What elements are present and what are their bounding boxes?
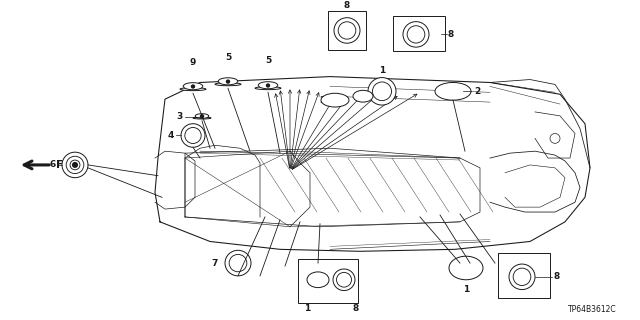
Circle shape	[66, 156, 84, 173]
Text: 1: 1	[304, 304, 310, 313]
Circle shape	[73, 163, 77, 167]
Text: 8: 8	[554, 272, 560, 281]
Circle shape	[334, 18, 360, 43]
Text: 8: 8	[353, 304, 359, 313]
Ellipse shape	[259, 82, 278, 89]
Bar	[393, 16, 445, 51]
Text: 7: 7	[212, 259, 218, 268]
Text: 2: 2	[474, 87, 480, 96]
Ellipse shape	[255, 87, 281, 90]
Text: 1: 1	[463, 285, 469, 294]
Circle shape	[550, 133, 560, 143]
Circle shape	[70, 160, 80, 170]
Circle shape	[225, 250, 251, 276]
Circle shape	[509, 264, 535, 290]
Circle shape	[185, 127, 201, 143]
Circle shape	[372, 82, 392, 101]
Text: 9: 9	[190, 58, 196, 67]
Text: 8: 8	[344, 1, 350, 10]
Ellipse shape	[215, 83, 241, 86]
Circle shape	[338, 22, 356, 39]
Ellipse shape	[353, 90, 373, 102]
Text: 5: 5	[265, 56, 271, 65]
Bar	[298, 259, 358, 303]
Circle shape	[200, 115, 204, 118]
Bar	[498, 253, 550, 299]
Ellipse shape	[435, 83, 471, 100]
Ellipse shape	[307, 272, 329, 288]
Text: 2: 2	[320, 96, 326, 105]
Text: FR.: FR.	[56, 160, 77, 170]
Circle shape	[368, 77, 396, 105]
Ellipse shape	[195, 114, 209, 118]
Text: 6: 6	[50, 160, 56, 169]
Circle shape	[229, 254, 247, 272]
Circle shape	[191, 85, 195, 88]
Circle shape	[266, 84, 269, 87]
Bar	[328, 11, 366, 50]
Ellipse shape	[183, 83, 203, 90]
Text: 3: 3	[177, 112, 183, 121]
Circle shape	[227, 80, 230, 83]
Circle shape	[337, 272, 351, 287]
Circle shape	[513, 268, 531, 285]
Text: 4: 4	[168, 131, 174, 140]
Circle shape	[62, 152, 88, 178]
Ellipse shape	[180, 88, 206, 91]
Text: TP64B3612C: TP64B3612C	[568, 305, 617, 314]
Ellipse shape	[218, 78, 237, 85]
Text: 1: 1	[379, 66, 385, 75]
Circle shape	[333, 269, 355, 291]
Ellipse shape	[321, 93, 349, 107]
Circle shape	[407, 26, 425, 43]
Circle shape	[403, 22, 429, 47]
Ellipse shape	[449, 256, 483, 280]
Text: 8: 8	[448, 30, 454, 39]
Ellipse shape	[193, 117, 211, 119]
Circle shape	[181, 124, 205, 147]
Text: 5: 5	[225, 53, 231, 62]
